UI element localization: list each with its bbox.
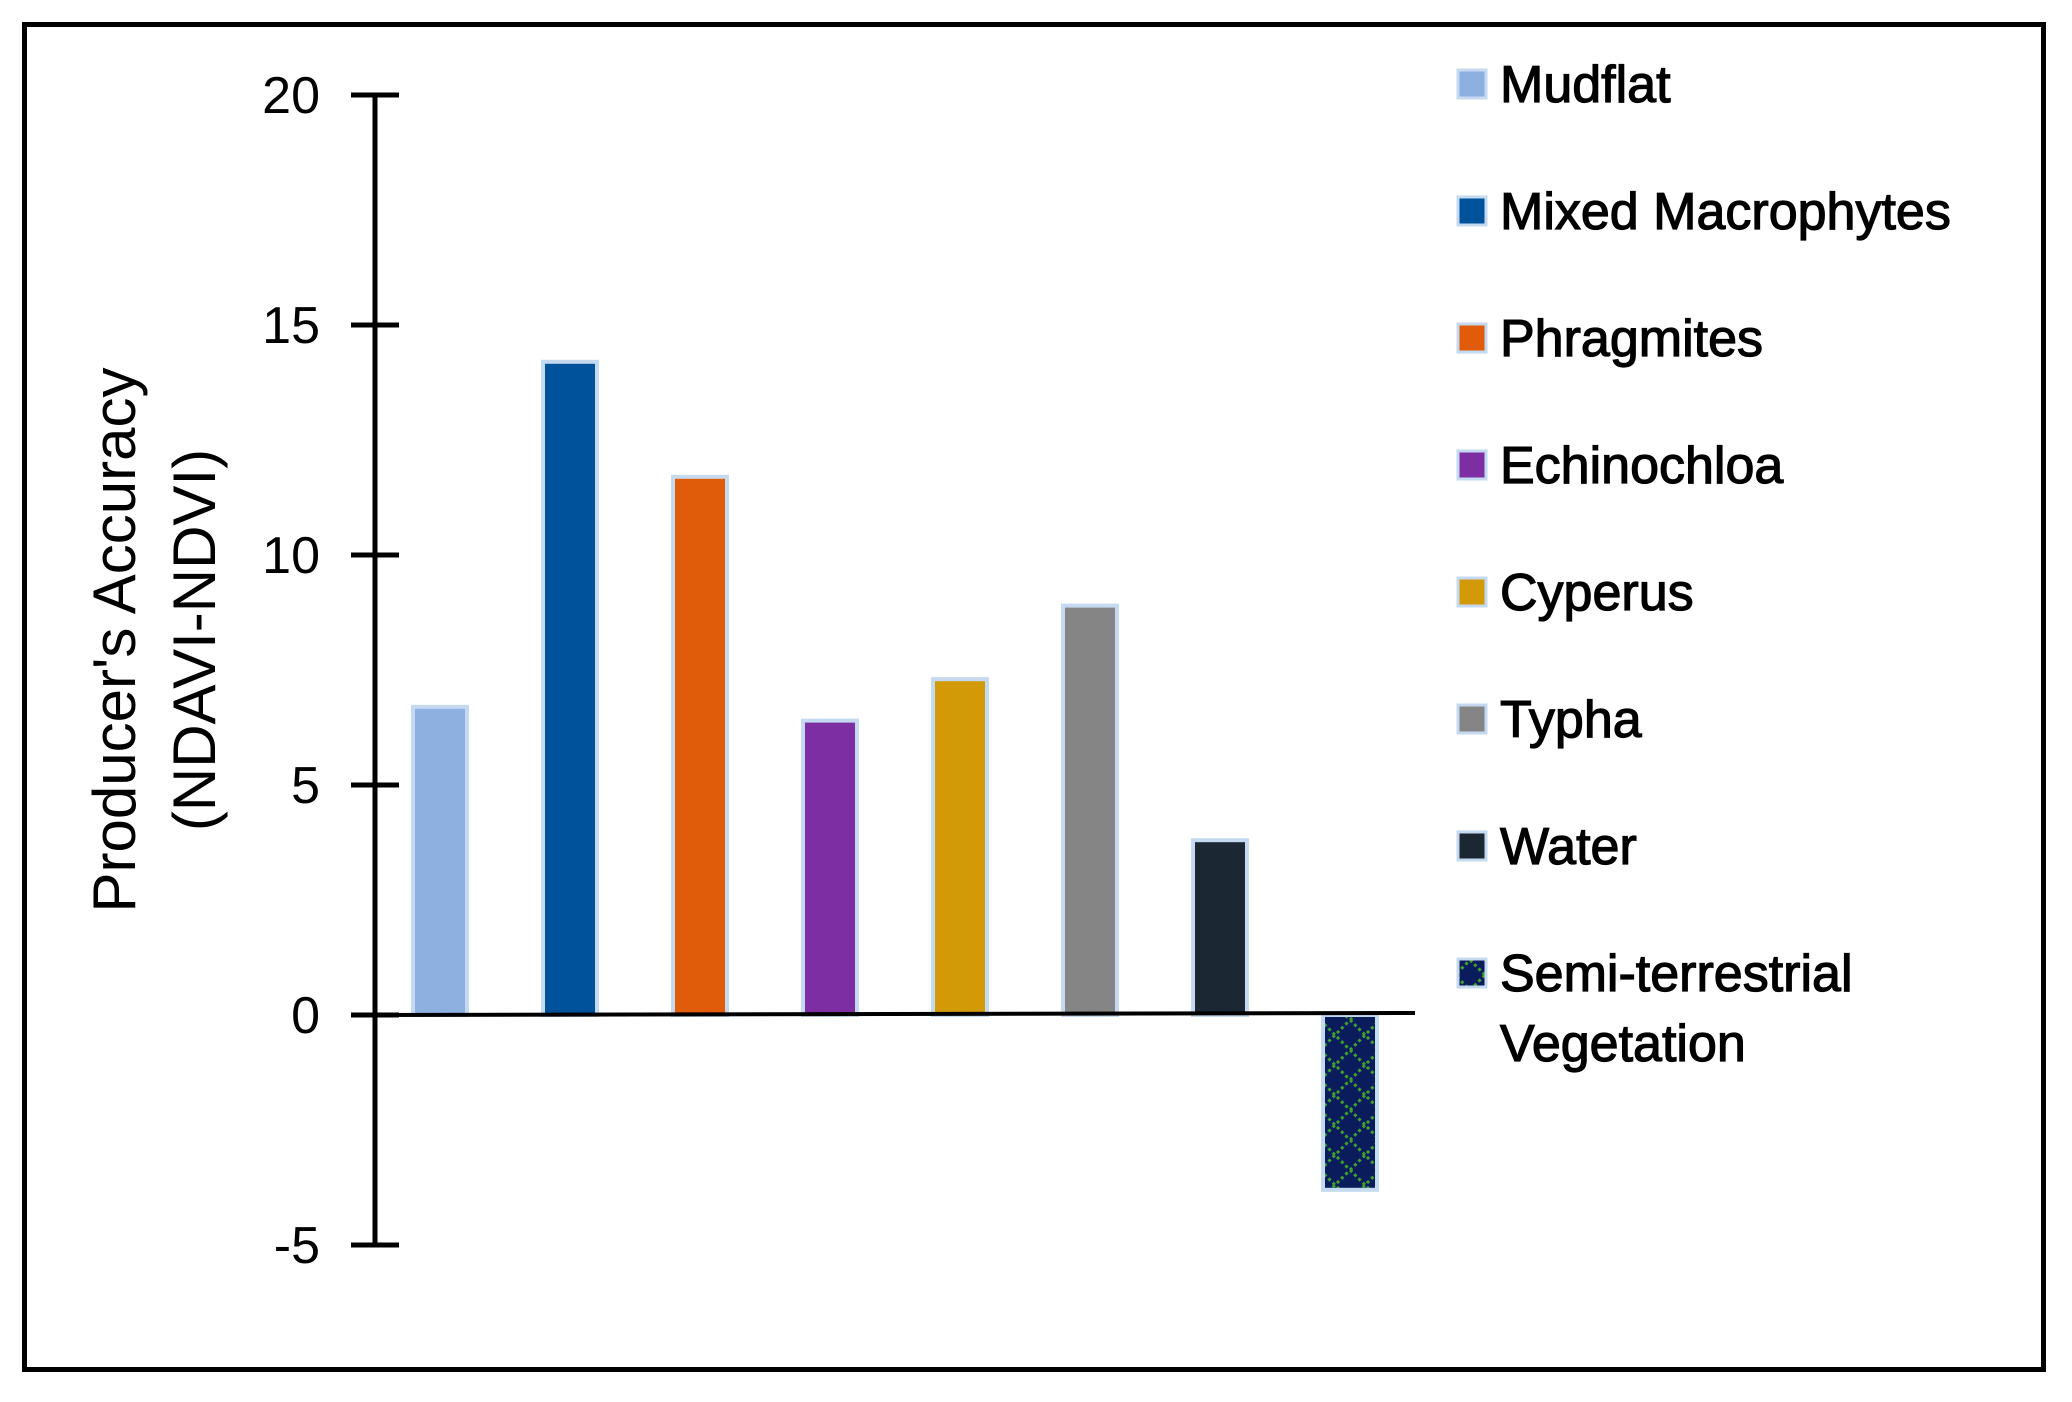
legend-label: Phragmites bbox=[1500, 310, 1763, 368]
legend-swatch bbox=[1456, 68, 1488, 100]
y-tick-label: -5 bbox=[274, 1217, 320, 1275]
legend-swatch bbox=[1456, 576, 1488, 608]
y-tick-label: 5 bbox=[291, 757, 320, 815]
bar-cyperus bbox=[931, 677, 989, 1017]
y-tick-label: 15 bbox=[262, 297, 320, 355]
bar-typha bbox=[1061, 603, 1119, 1017]
bar-water bbox=[1191, 838, 1249, 1018]
bar-mixed-macrophytes bbox=[541, 359, 599, 1017]
legend-label: Echinochloa bbox=[1500, 437, 1783, 495]
y-tick-label: 0 bbox=[291, 987, 320, 1045]
y-axis-label-line: Producer's Accuracy bbox=[81, 367, 148, 912]
legend-label: Cyperus bbox=[1500, 564, 1694, 622]
legend-swatch bbox=[1456, 449, 1488, 481]
legend-label: Water bbox=[1500, 818, 1637, 876]
legend-label: Mixed Macrophytes bbox=[1500, 183, 1951, 241]
legend-swatch bbox=[1456, 322, 1488, 354]
y-tick-label: 20 bbox=[262, 67, 320, 125]
chart-frame bbox=[22, 22, 2046, 1372]
zero-baseline bbox=[374, 1011, 1416, 1017]
legend-swatch bbox=[1456, 703, 1488, 735]
y-axis-label-line: (NDAVI-NDVI) bbox=[161, 449, 228, 831]
legend-swatch bbox=[1456, 195, 1488, 227]
y-tick-label: 10 bbox=[262, 527, 320, 585]
bar-semi-terrestrial-vegetation bbox=[1321, 1013, 1379, 1192]
legend-label: Mudflat bbox=[1500, 56, 1671, 114]
bar-phragmites bbox=[671, 474, 729, 1017]
legend-label: Vegetation bbox=[1500, 1015, 1746, 1073]
legend-label: Typha bbox=[1500, 691, 1642, 749]
legend-swatch bbox=[1456, 957, 1488, 989]
legend-label: Semi-terrestrial bbox=[1500, 945, 1853, 1003]
legend-swatch bbox=[1456, 830, 1488, 862]
bar-echinochloa bbox=[801, 718, 859, 1017]
bar-mudflat bbox=[411, 704, 469, 1017]
